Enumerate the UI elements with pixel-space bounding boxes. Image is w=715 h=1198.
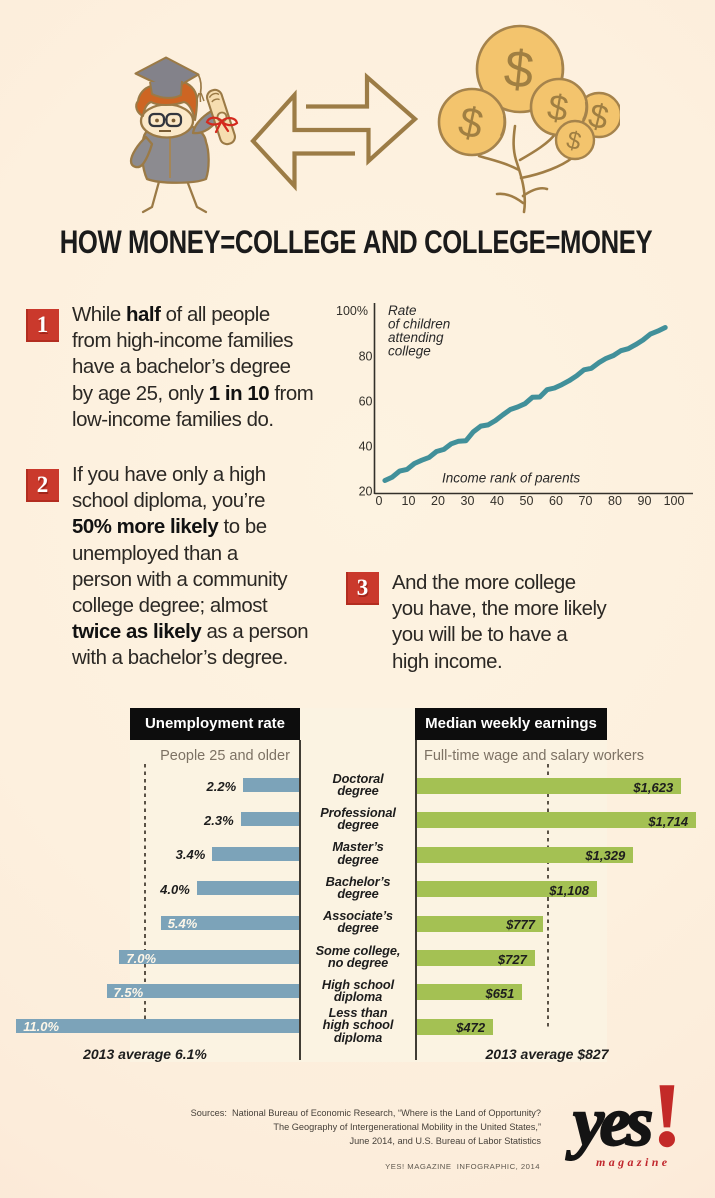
svg-text:50: 50 bbox=[520, 494, 534, 508]
svg-text:40: 40 bbox=[359, 440, 373, 454]
svg-text:100: 100 bbox=[664, 494, 685, 508]
svg-text:$: $ bbox=[501, 40, 536, 101]
svg-text:80: 80 bbox=[359, 350, 373, 364]
svg-text:60: 60 bbox=[359, 395, 373, 409]
svg-text:60: 60 bbox=[549, 494, 563, 508]
svg-text:magazine: magazine bbox=[596, 1155, 671, 1169]
svg-text:0: 0 bbox=[376, 494, 383, 508]
svg-text:attending: attending bbox=[388, 330, 444, 345]
svg-text:80: 80 bbox=[608, 494, 622, 508]
svg-text:100%: 100% bbox=[336, 304, 368, 318]
svg-text:Income rank of parents: Income rank of parents bbox=[442, 471, 580, 486]
svg-text:$: $ bbox=[564, 126, 584, 157]
svg-text:10: 10 bbox=[402, 494, 416, 508]
svg-text:90: 90 bbox=[638, 494, 652, 508]
svg-text:Rate: Rate bbox=[388, 303, 417, 318]
svg-text:70: 70 bbox=[579, 494, 593, 508]
svg-text:40: 40 bbox=[490, 494, 504, 508]
svg-text:20: 20 bbox=[359, 485, 373, 499]
svg-text:college: college bbox=[388, 344, 431, 359]
svg-text:20: 20 bbox=[431, 494, 445, 508]
svg-text:yes: yes bbox=[566, 1084, 652, 1161]
svg-text:of children: of children bbox=[388, 317, 450, 332]
svg-text:!: ! bbox=[652, 1078, 682, 1165]
svg-text:30: 30 bbox=[461, 494, 475, 508]
